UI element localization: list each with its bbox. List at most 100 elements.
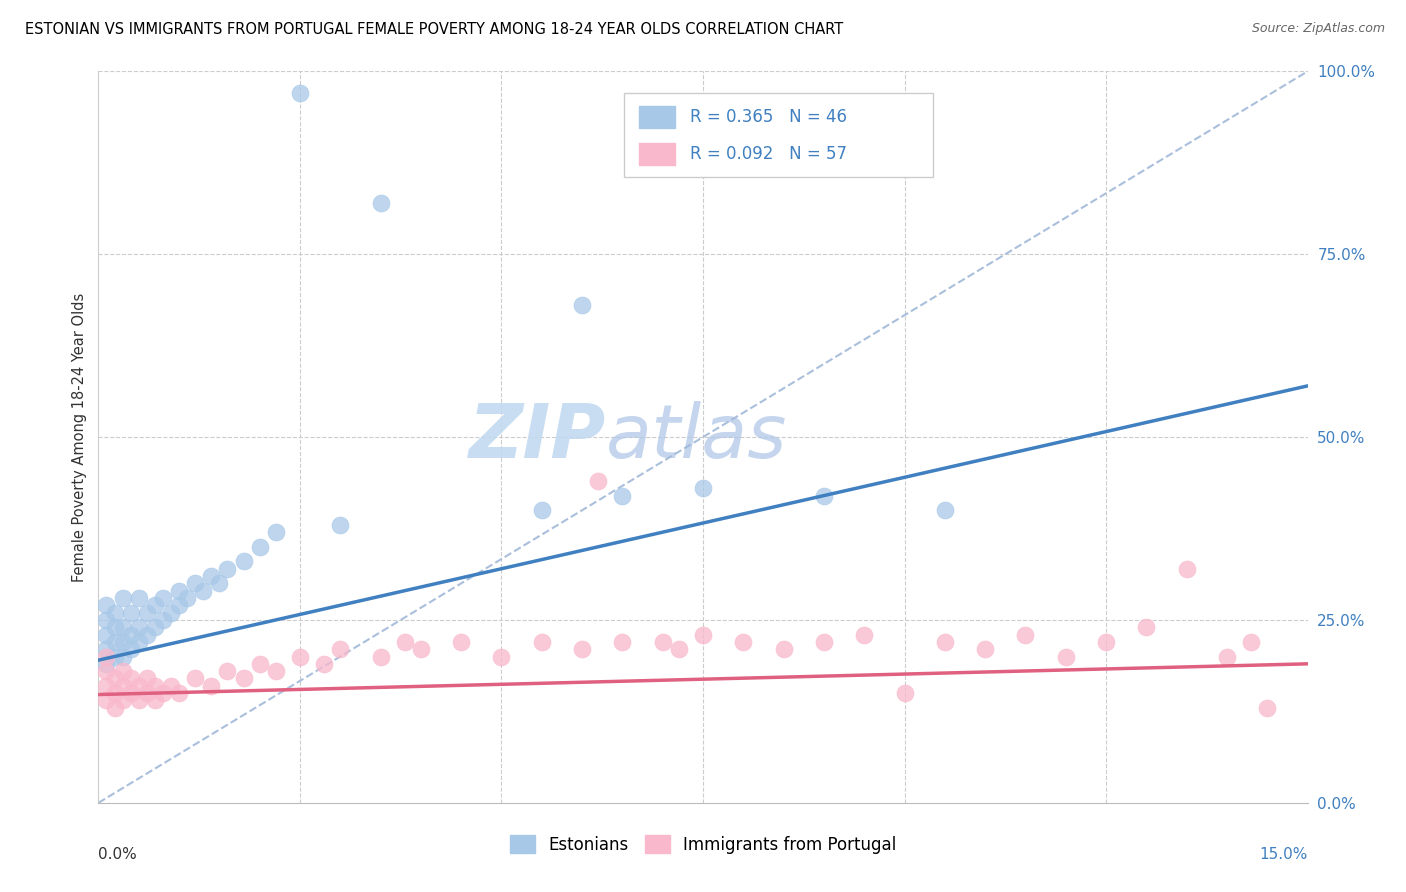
Text: Source: ZipAtlas.com: Source: ZipAtlas.com [1251,22,1385,36]
Point [135,672,157,686]
Point [612,489,634,503]
Text: atlas: atlas [606,401,787,473]
Point [288,87,311,101]
Point [1054,649,1077,664]
Point [651,635,673,649]
Point [152,613,174,627]
Point [232,554,254,568]
Point [217,562,239,576]
Point [103,672,125,686]
Point [370,649,392,664]
Point [934,635,956,649]
Point [111,693,134,707]
Point [530,503,553,517]
Point [128,620,150,634]
Point [571,298,593,312]
Point [1256,700,1278,714]
Point [111,635,134,649]
Point [370,196,392,211]
Text: ZIP: ZIP [470,401,606,474]
Point [96,613,118,627]
Point [160,679,183,693]
FancyBboxPatch shape [638,143,675,165]
Text: 0.0%: 0.0% [98,847,138,862]
FancyBboxPatch shape [624,94,932,178]
Point [692,627,714,641]
Point [491,649,513,664]
Point [409,642,432,657]
Point [128,591,150,605]
Point [103,620,125,634]
Point [167,599,190,613]
Point [120,672,142,686]
Point [1135,620,1157,634]
Point [120,686,142,700]
Point [152,686,174,700]
Point [813,635,835,649]
Point [167,583,190,598]
Point [184,672,207,686]
Point [167,686,190,700]
Point [176,591,198,605]
Point [1216,649,1239,664]
Text: R = 0.365   N = 46: R = 0.365 N = 46 [690,108,846,126]
Point [249,540,271,554]
Point [232,672,254,686]
Point [692,481,714,495]
Point [103,635,125,649]
Point [772,642,794,657]
Point [120,627,142,641]
Point [288,649,311,664]
Point [1014,627,1036,641]
Point [264,664,287,678]
Text: 15.0%: 15.0% [1260,847,1308,862]
Point [111,591,134,605]
Point [249,657,271,671]
Point [96,649,118,664]
Point [208,576,231,591]
Point [103,606,125,620]
Point [135,627,157,641]
Point [530,635,553,649]
Point [200,679,222,693]
Point [934,503,956,517]
Point [135,686,157,700]
Point [143,693,166,707]
Point [571,642,593,657]
Text: ESTONIAN VS IMMIGRANTS FROM PORTUGAL FEMALE POVERTY AMONG 18-24 YEAR OLDS CORREL: ESTONIAN VS IMMIGRANTS FROM PORTUGAL FEM… [25,22,844,37]
Point [103,649,125,664]
Point [200,569,222,583]
Point [184,576,207,591]
Legend: Estonians, Immigrants from Portugal: Estonians, Immigrants from Portugal [503,829,903,860]
Point [96,679,118,693]
Point [813,489,835,503]
Point [96,693,118,707]
Point [893,686,915,700]
Text: R = 0.092   N = 57: R = 0.092 N = 57 [690,145,846,163]
Point [1175,562,1198,576]
Point [612,635,634,649]
Point [193,583,215,598]
Point [329,517,352,532]
Point [111,620,134,634]
Point [264,525,287,540]
Point [853,627,876,641]
Point [450,635,472,649]
Point [394,635,416,649]
Point [120,606,142,620]
Point [668,642,690,657]
Point [96,664,118,678]
Point [128,693,150,707]
Point [128,679,150,693]
Point [143,599,166,613]
Point [152,591,174,605]
Y-axis label: Female Poverty Among 18-24 Year Olds: Female Poverty Among 18-24 Year Olds [72,293,87,582]
Point [217,664,239,678]
Point [96,657,118,671]
Point [135,606,157,620]
Point [111,679,134,693]
Point [111,664,134,678]
Point [103,700,125,714]
Point [96,599,118,613]
Point [120,642,142,657]
